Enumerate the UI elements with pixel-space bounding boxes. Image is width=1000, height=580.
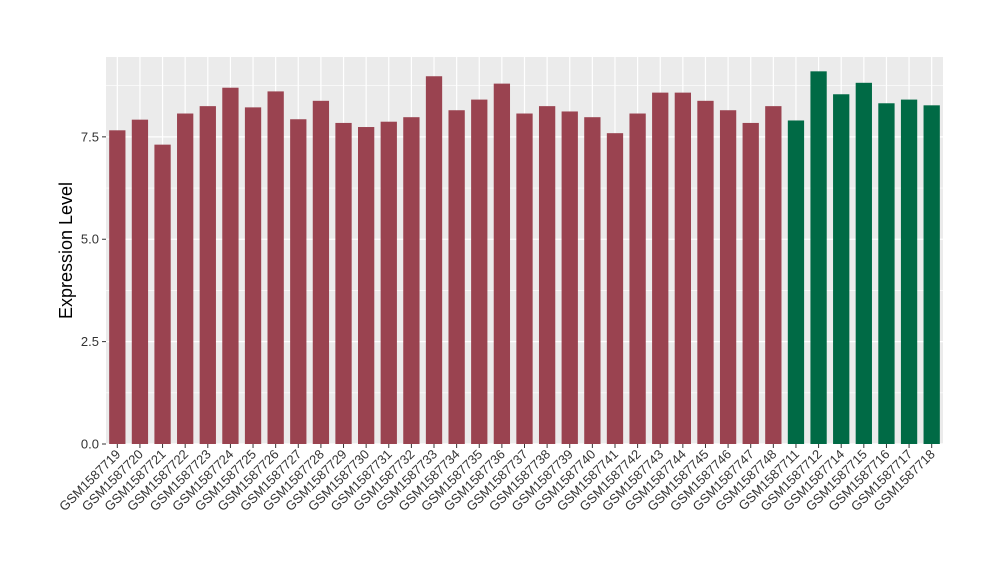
bar-GSM1587741 — [606, 133, 624, 444]
bar-GSM1587721 — [154, 144, 171, 444]
bar-GSM1587719 — [109, 130, 126, 445]
bar-GSM1587731 — [380, 121, 397, 444]
y-tick-label: 0.0 — [81, 437, 99, 452]
bar-GSM1587722 — [177, 113, 194, 444]
y-tick-label: 5.0 — [81, 232, 99, 247]
bar-GSM1587743 — [652, 92, 669, 444]
bar-GSM1587746 — [719, 110, 737, 444]
bar-GSM1587748 — [765, 106, 782, 445]
bar-GSM1587745 — [697, 100, 714, 445]
bar-GSM1587711 — [787, 120, 805, 444]
bar-GSM1587720 — [131, 119, 149, 445]
bar-GSM1587730 — [358, 127, 375, 445]
bar-GSM1587712 — [810, 71, 827, 444]
bar-GSM1587715 — [855, 82, 872, 445]
bar-GSM1587744 — [674, 92, 691, 444]
bar-GSM1587729 — [335, 122, 352, 444]
y-tick-label: 7.5 — [81, 129, 99, 144]
bar-GSM1587737 — [516, 113, 533, 444]
bar-GSM1587724 — [222, 87, 239, 444]
bar-GSM1587739 — [561, 111, 578, 444]
bar-GSM1587726 — [267, 91, 284, 445]
bar-GSM1587732 — [403, 117, 420, 444]
y-axis: 0.0 2.5 5.0 7.5 — [81, 129, 106, 452]
x-axis: GSM1587719GSM1587720GSM1587721GSM1587722… — [56, 444, 938, 514]
y-axis-title: Expression Level — [56, 182, 76, 319]
bar-GSM1587723 — [199, 106, 216, 445]
bar-GSM1587728 — [312, 100, 330, 445]
bar-GSM1587742 — [629, 113, 646, 444]
bar-GSM1587747 — [742, 122, 759, 444]
bar-GSM1587727 — [290, 119, 307, 444]
y-tick-label: 2.5 — [81, 334, 99, 349]
bar-GSM1587718 — [923, 105, 940, 445]
bar-GSM1587735 — [471, 99, 488, 444]
bar-GSM1587717 — [900, 99, 918, 444]
bar-GSM1587716 — [878, 103, 895, 445]
bar-GSM1587714 — [833, 94, 850, 445]
bar-GSM1587738 — [538, 106, 556, 445]
bar-GSM1587725 — [244, 107, 262, 444]
bar-GSM1587734 — [448, 110, 465, 444]
bars — [109, 71, 940, 445]
bar-GSM1587736 — [493, 83, 511, 444]
bar-GSM1587733 — [425, 76, 443, 444]
bar-GSM1587740 — [584, 117, 601, 444]
